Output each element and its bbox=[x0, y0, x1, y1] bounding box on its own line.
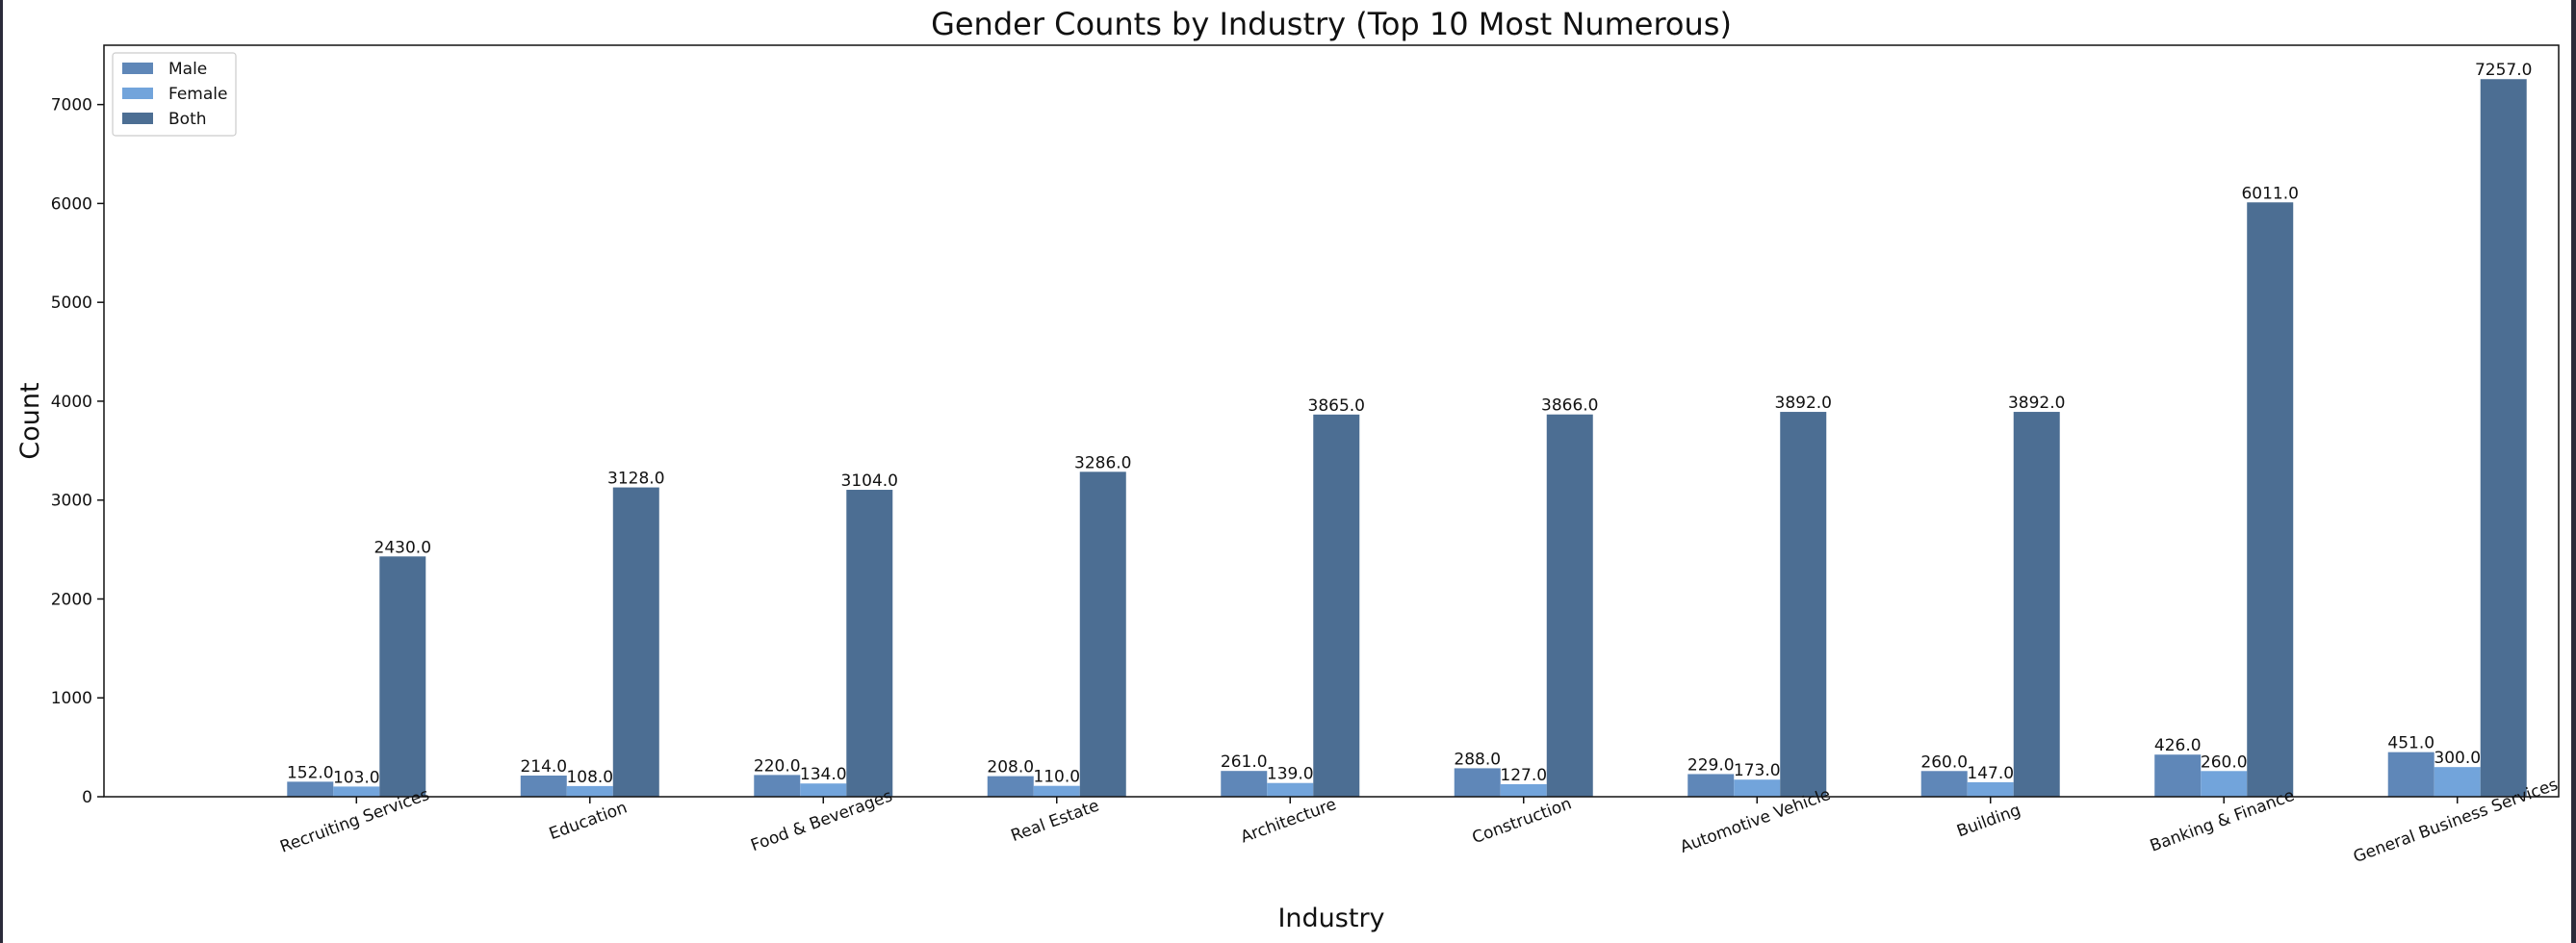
bar-value-label: 208.0 bbox=[987, 758, 1034, 777]
legend-swatch-male bbox=[122, 63, 153, 74]
bar-value-label: 7257.0 bbox=[2475, 61, 2532, 80]
bar-both bbox=[1780, 412, 1827, 797]
bar-value-label: 152.0 bbox=[287, 763, 334, 782]
bar-male bbox=[287, 781, 334, 797]
x-tick-label: Architecture bbox=[1238, 795, 1339, 847]
bar-both bbox=[2013, 412, 2060, 797]
y-tick-label: 4000 bbox=[51, 393, 92, 412]
bar-value-label: 300.0 bbox=[2434, 749, 2481, 768]
y-tick-label: 6000 bbox=[51, 194, 92, 214]
bar-female bbox=[1500, 783, 1547, 797]
y-tick-label: 1000 bbox=[51, 689, 92, 708]
legend-swatch-both bbox=[122, 113, 153, 124]
bar-both bbox=[1313, 414, 1360, 797]
bar-value-label: 103.0 bbox=[333, 768, 380, 787]
bar-male bbox=[2154, 754, 2202, 797]
x-tick-label: Construction bbox=[1470, 794, 1575, 848]
plot-frame bbox=[103, 44, 2560, 798]
bar-value-label: 426.0 bbox=[2154, 736, 2202, 755]
bar-female bbox=[1734, 779, 1781, 797]
bar-male bbox=[987, 776, 1034, 797]
bar-female bbox=[1267, 782, 1314, 797]
bar-female bbox=[800, 783, 847, 797]
bar-value-label: 229.0 bbox=[1687, 755, 1735, 775]
bar-chart: Gender Counts by Industry (Top 10 Most N… bbox=[15, 6, 2561, 933]
bar-female bbox=[2201, 771, 2248, 797]
bar-female bbox=[566, 785, 613, 797]
bar-value-label: 451.0 bbox=[2387, 734, 2434, 753]
bar-male bbox=[1687, 774, 1735, 797]
legend-label-male: Male bbox=[168, 60, 207, 79]
bar-male bbox=[520, 776, 567, 797]
bar-both bbox=[1079, 472, 1126, 797]
bar-both bbox=[1546, 414, 1593, 797]
bar-value-label: 134.0 bbox=[800, 765, 847, 784]
legend: Male Female Both bbox=[112, 52, 237, 137]
bar-female bbox=[333, 786, 380, 797]
y-tick-label: 0 bbox=[82, 788, 92, 807]
bar-value-label: 2430.0 bbox=[374, 538, 431, 557]
bar-value-label: 220.0 bbox=[754, 756, 801, 776]
bar-value-label: 3892.0 bbox=[1775, 394, 1832, 413]
bar-value-label: 261.0 bbox=[1221, 752, 1268, 772]
bar-value-label: 6011.0 bbox=[2241, 184, 2298, 203]
bar-male bbox=[2387, 752, 2434, 797]
bar-value-label: 147.0 bbox=[1967, 764, 2014, 783]
bar-value-label: 3865.0 bbox=[1308, 396, 1365, 416]
bar-both bbox=[2480, 79, 2527, 798]
y-axis-title: Count bbox=[15, 382, 45, 459]
bar-female bbox=[2434, 767, 2481, 797]
bar-male bbox=[1221, 771, 1268, 797]
bar-both bbox=[612, 487, 659, 797]
bar-value-label: 3286.0 bbox=[1074, 453, 1131, 472]
bar-value-label: 260.0 bbox=[1920, 752, 1968, 772]
legend-label-both: Both bbox=[168, 110, 207, 129]
bar-male bbox=[1920, 771, 1968, 797]
bar-female bbox=[1967, 781, 2014, 797]
bar-value-label: 108.0 bbox=[566, 768, 613, 787]
bar-value-label: 139.0 bbox=[1267, 765, 1314, 784]
bar-male bbox=[1454, 768, 1501, 797]
bar-value-label: 3128.0 bbox=[607, 470, 664, 489]
x-tick-label: Real Estate bbox=[1009, 797, 1102, 847]
bar-female bbox=[1033, 785, 1080, 797]
bar-both bbox=[846, 490, 893, 797]
bar-value-label: 127.0 bbox=[1500, 766, 1547, 785]
bar-value-label: 3892.0 bbox=[2008, 394, 2065, 413]
bar-value-label: 3104.0 bbox=[841, 472, 898, 491]
legend-swatch-female bbox=[122, 88, 153, 99]
chart-title: Gender Counts by Industry (Top 10 Most N… bbox=[931, 6, 1732, 42]
y-tick-label: 7000 bbox=[51, 96, 92, 115]
y-tick-label: 2000 bbox=[51, 590, 92, 609]
x-tick-label: Education bbox=[547, 798, 630, 844]
legend-label-female: Female bbox=[168, 85, 227, 104]
x-tick-label: Building bbox=[1954, 801, 2023, 841]
bar-value-label: 288.0 bbox=[1454, 750, 1501, 769]
bar-value-label: 3866.0 bbox=[1541, 396, 1598, 416]
bar-value-label: 173.0 bbox=[1734, 761, 1781, 780]
bar-both bbox=[2247, 202, 2294, 798]
chart-canvas: Gender Counts by Industry (Top 10 Most N… bbox=[3, 0, 2571, 943]
y-tick-label: 3000 bbox=[51, 492, 92, 511]
bars-group bbox=[287, 79, 2527, 798]
y-tick-label: 5000 bbox=[51, 293, 92, 313]
bar-male bbox=[754, 775, 801, 797]
bar-value-label: 214.0 bbox=[520, 757, 567, 777]
bar-both bbox=[379, 556, 426, 797]
bar-value-label: 260.0 bbox=[2201, 752, 2248, 772]
y-axis-ticks: 0 1000 2000 3000 4000 5000 6000 7000 bbox=[51, 96, 104, 807]
bar-value-label: 110.0 bbox=[1033, 768, 1080, 787]
x-axis-title: Industry bbox=[1277, 904, 1384, 933]
